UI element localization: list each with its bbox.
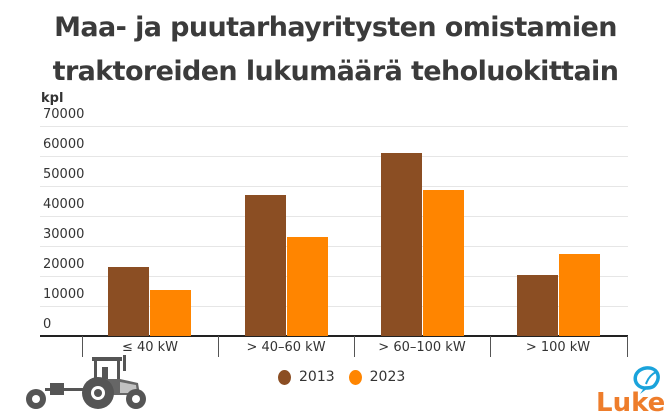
y-tick-label: 40000 xyxy=(43,197,85,212)
y-tick-label: 20000 xyxy=(43,257,85,272)
x-category-label: > 100 kW xyxy=(525,340,591,355)
category-separator xyxy=(82,336,83,357)
gridline xyxy=(40,306,628,307)
chart-title-line-2: traktoreiden lukumäärä teholuokittain xyxy=(52,56,619,87)
x-category-label: ≤ 40 kW xyxy=(121,340,179,355)
bar-2013 xyxy=(108,267,149,336)
chart-title-line-1: Maa- ja puutarhayritysten omistamien xyxy=(54,12,617,43)
bar-2023 xyxy=(150,290,191,336)
svg-text:Luke: Luke xyxy=(596,388,665,414)
y-tick-label: 30000 xyxy=(43,227,85,242)
y-tick-label: 10000 xyxy=(43,287,85,302)
bar-2023 xyxy=(287,237,328,336)
legend-label-2013: 2013 xyxy=(299,369,335,385)
gridline xyxy=(40,186,628,187)
speech-leaf-icon xyxy=(633,366,660,394)
legend-swatch-2023 xyxy=(348,369,362,385)
y-tick-label: 0 xyxy=(43,317,52,332)
x-category-label: > 60–100 kW xyxy=(378,340,466,355)
y-tick-label: 70000 xyxy=(43,107,85,122)
y-tick-label: 50000 xyxy=(43,167,85,182)
legend: 2013 2023 xyxy=(278,369,405,385)
x-axis-line xyxy=(40,335,628,337)
bar-2013 xyxy=(381,153,422,336)
category-separator xyxy=(354,336,355,357)
x-category-label: > 40–60 kW xyxy=(246,340,326,355)
gridline xyxy=(40,246,628,247)
y-tick-label: 60000 xyxy=(43,137,85,152)
luke-logo: Luke xyxy=(596,364,666,418)
bar-2013 xyxy=(517,275,558,336)
bar-2023 xyxy=(559,254,600,336)
bar-2023 xyxy=(423,189,464,336)
legend-label-2023: 2023 xyxy=(369,369,406,385)
gridline xyxy=(40,276,628,277)
legend-swatch-2013 xyxy=(278,369,291,385)
category-separator xyxy=(490,336,491,357)
gridline xyxy=(40,126,628,127)
gridline xyxy=(40,156,628,157)
category-separator xyxy=(218,336,219,357)
bar-2013 xyxy=(245,195,286,336)
gridline xyxy=(40,216,628,217)
tractor-icon xyxy=(20,355,150,415)
y-axis-label: kpl xyxy=(41,91,64,106)
category-separator xyxy=(627,336,628,357)
